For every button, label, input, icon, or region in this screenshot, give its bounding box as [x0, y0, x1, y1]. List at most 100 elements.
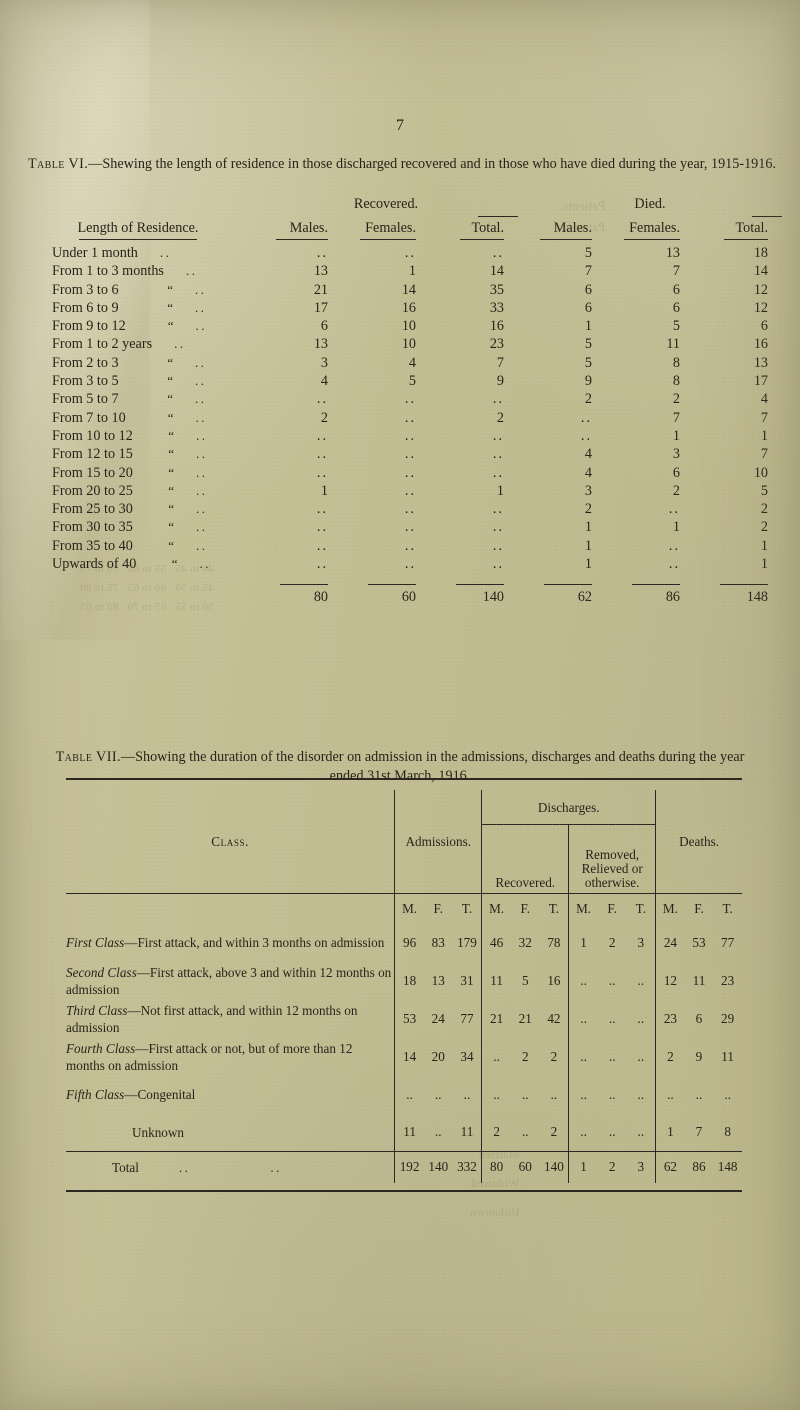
- table6-row: From 1 to 3 months.. 13 1 14 7 7 14: [22, 263, 782, 281]
- table6-ditto-mark: “: [164, 391, 174, 407]
- table7-subheader-recovered-m: M.: [481, 893, 511, 924]
- table6-cell-rec-f: ..: [404, 464, 416, 481]
- table6-subheader-died-total: Total.: [694, 218, 782, 244]
- table6-cell-rec-m: ..: [316, 555, 328, 572]
- table6-leader-dots: ..: [196, 519, 208, 535]
- table6-cell-rec-f: 14: [401, 281, 416, 298]
- table6-cell-died-t: 12: [753, 299, 768, 316]
- table6-caption-text: —Shewing the length of residence in thos…: [88, 156, 777, 172]
- table6: Recovered. Died. Length of Residence. Ma…: [0, 196, 800, 606]
- table6-row-label-text: From 3 to 5: [52, 373, 119, 390]
- table6-cell-rec-m: ..: [316, 537, 328, 554]
- table6-subheader-row: Length of Residence. Males. Females. Tot…: [22, 218, 782, 244]
- table6-row-label-text: From 2 to 3: [52, 354, 119, 371]
- table7-cell-deaths-t: 11: [721, 1048, 734, 1064]
- table6-cell-rec-m: 3: [320, 354, 328, 371]
- table7-cell-recovered-f: ..: [521, 1124, 529, 1140]
- table6-cell-rec-f: ..: [404, 519, 416, 536]
- rule-above-total: [632, 583, 680, 585]
- table7-cell-admissions-f: 20: [431, 1048, 445, 1064]
- table6-cell-died-f: 7: [672, 409, 680, 426]
- table7-cell-deaths-m: 23: [655, 999, 685, 1038]
- table6-ditto-mark: “: [164, 537, 175, 553]
- table6-subheader-died-females: Females.: [606, 218, 694, 244]
- table7-total-removed-t: 3: [626, 1151, 657, 1183]
- table7-cell-admissions-t: 179: [452, 923, 483, 962]
- table7-cell-recovered-t: 42: [539, 999, 570, 1038]
- table6-caption-label: Table VI.: [27, 156, 89, 172]
- table6-row-header: Length of Residence.: [22, 218, 254, 244]
- table6-cell-died-f: 2: [672, 482, 680, 499]
- table7-cell-removed-f: ..: [608, 972, 616, 988]
- table6-cell-died-t: 16: [753, 336, 768, 353]
- table6-cell-died-m: 2: [584, 391, 592, 408]
- table7-total-deaths-f: 86: [692, 1159, 706, 1175]
- table6-cell-died-m: 4: [584, 464, 592, 481]
- table6-cell-died-f: 2: [672, 391, 680, 408]
- table7-row: Fifth Class—Congenital..................…: [66, 1075, 742, 1114]
- table6-cell-rec-m: ..: [316, 464, 328, 481]
- table7-subheader-admissions-f: F.: [433, 900, 444, 916]
- table7-cell-recovered-m: ..: [481, 1075, 511, 1114]
- table7-cell-removed-m: ..: [568, 1113, 598, 1152]
- table6-cell-died-m: 9: [584, 373, 592, 390]
- rule-above-total: [544, 583, 592, 585]
- table6-cell-died-t: 17: [753, 373, 768, 390]
- table6-cell-rec-f: 10: [401, 318, 416, 335]
- table6-row-label: From 3 to 5 “..: [22, 372, 254, 390]
- table6-total-died-t: 148: [694, 574, 782, 606]
- table6-totals-row: 80 60 140 62 86 148: [22, 574, 782, 606]
- table6-row-label-text: From 10 to 12: [52, 427, 133, 444]
- table6-row: From 3 to 6 “.. 21 14 35 6 6 12: [22, 281, 782, 299]
- table6-cell-rec-m: ..: [316, 244, 328, 261]
- table6-cell-died-f: 5: [672, 318, 680, 335]
- table7-cell-admissions-m: 18: [394, 961, 424, 1000]
- table7-cell-deaths-m: 24: [655, 923, 685, 962]
- table7-total-label: Total: [112, 1159, 139, 1175]
- rule-above-total: [720, 583, 768, 585]
- table6-cell-died-t: 7: [760, 409, 768, 426]
- table7-cell-recovered-m: 2: [481, 1113, 511, 1152]
- table7-subheader-deaths-t: T.: [722, 900, 733, 916]
- table6-leader-dots: ..: [196, 446, 208, 462]
- table7-cell-recovered-t: 16: [539, 961, 570, 1000]
- table7-class-label: Fifth Class—Congenital: [66, 1076, 395, 1114]
- rule-above-removed: [568, 824, 657, 835]
- table6-group-died-label: Died.: [634, 196, 666, 212]
- table7-cell-deaths-m: ..: [655, 1075, 685, 1114]
- table6-cell-rec-m: ..: [316, 501, 328, 518]
- table6-total-value: 140: [482, 588, 504, 605]
- table6-cell-rec-m: 2: [320, 409, 328, 426]
- table6-cell-rec-t: ..: [492, 427, 504, 444]
- table7-deaths-header-label: Deaths.: [679, 834, 720, 849]
- table7-total-admissions-f: 140: [428, 1159, 449, 1175]
- table6-leader-dots: ..: [195, 391, 207, 407]
- table7-row: Unknown 11.. 11 2.. 2...... 1 7 8: [66, 1113, 742, 1152]
- table7-grid: Class. Admissions. Discharges. Deaths.: [66, 790, 742, 1183]
- table6-cell-rec-f: ..: [404, 446, 416, 463]
- table6-cell-rec-t: 35: [489, 281, 504, 298]
- table6-cell-rec-f: 16: [401, 299, 416, 316]
- table7-cell-recovered-m: 21: [481, 999, 511, 1038]
- table6-cell-rec-m: ..: [316, 391, 328, 408]
- table6-row-label: From 1 to 3 months..: [22, 263, 254, 281]
- table7-body: First Class—First attack, and within 3 m…: [66, 923, 742, 1152]
- table6-ditto-mark: “: [164, 409, 174, 425]
- table6-row-label: From 25 to 30 “..: [22, 500, 254, 518]
- table7-cell-recovered-f: ..: [521, 1086, 529, 1102]
- rule-above-total: [456, 583, 504, 585]
- table6-cell-died-f: 6: [672, 464, 680, 481]
- table7-class-desc: —First attack, and within 3 months on ad…: [124, 935, 385, 950]
- table6-cell-rec-f: 4: [408, 354, 416, 371]
- table7-cell-removed-t: ..: [626, 1037, 657, 1076]
- table6-total-value: 86: [665, 588, 680, 605]
- table6-row-label-text: From 7 to 10: [52, 409, 126, 426]
- table6-row: From 12 to 15 “........ 4 3 7: [22, 446, 782, 464]
- table7-class-desc: —Congenital: [124, 1087, 196, 1102]
- table7-discharges-header: Discharges.: [481, 790, 657, 825]
- table7-cell-admissions-m: 14: [394, 1037, 424, 1076]
- table6-leader-dots: ..: [196, 427, 208, 443]
- table7-removed-header: Removed, Relieved or otherwise.: [568, 835, 657, 894]
- table6-row-label-text: Upwards of 40: [52, 555, 137, 572]
- table7-total-recovered-f: 60: [518, 1159, 532, 1175]
